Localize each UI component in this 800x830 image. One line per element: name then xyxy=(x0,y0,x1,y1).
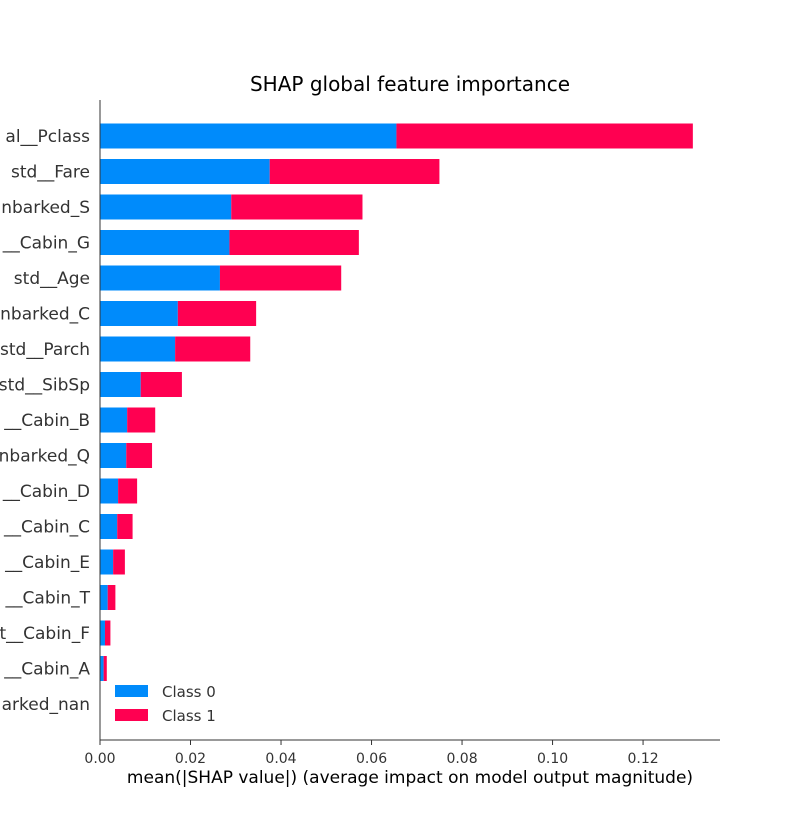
bar-class1-11 xyxy=(117,514,133,539)
legend: Class 0 Class 1 xyxy=(115,683,216,725)
x-tick-label-1: 0.02 xyxy=(175,751,206,767)
bar-class1-13 xyxy=(107,585,116,610)
legend-label-1: Class 1 xyxy=(162,707,216,725)
category-label-14: t__Cabin_F xyxy=(0,624,90,644)
category-label-15: __Cabin_A xyxy=(3,660,90,680)
bar-class1-3 xyxy=(229,230,359,255)
category-label-10: __Cabin_D xyxy=(2,482,90,502)
bar-class0-1 xyxy=(100,159,270,184)
bar-class1-6 xyxy=(175,336,251,362)
x-axis-label: mean(|SHAP value|) (average impact on mo… xyxy=(127,768,693,788)
category-label-12: __Cabin_E xyxy=(4,553,90,573)
x-ticks: 0.00 0.02 0.04 0.06 0.08 0.10 0.12 xyxy=(84,740,659,767)
bar-class0-9 xyxy=(100,443,127,468)
category-label-4: std__Age xyxy=(14,269,90,289)
category-label-1: std__Fare xyxy=(11,163,90,183)
bar-class1-9 xyxy=(126,443,153,468)
category-label-13: __Cabin_T xyxy=(5,589,91,609)
bar-class0-4 xyxy=(100,265,220,291)
legend-label-0: Class 0 xyxy=(162,683,216,701)
legend-swatch-0 xyxy=(115,685,148,697)
bar-class1-5 xyxy=(177,301,257,326)
bar-class1-12 xyxy=(113,549,125,575)
x-tick-label-6: 0.12 xyxy=(627,751,658,767)
bar-class1-4 xyxy=(219,265,342,291)
bar-class1-15 xyxy=(103,656,107,681)
category-label-9: nbarked_Q xyxy=(0,447,90,467)
x-tick-label-3: 0.06 xyxy=(356,751,387,767)
bar-class0-2 xyxy=(100,194,232,220)
legend-swatch-1 xyxy=(115,709,148,721)
bar-class1-0 xyxy=(396,123,693,149)
x-tick-label-2: 0.04 xyxy=(265,751,296,767)
bar-class1-2 xyxy=(231,194,363,220)
bar-class1-7 xyxy=(140,372,182,397)
bar-class1-14 xyxy=(104,620,111,646)
bar-class0-7 xyxy=(100,372,141,397)
bar-class0-6 xyxy=(100,336,176,362)
x-tick-label-5: 0.10 xyxy=(537,751,568,767)
bars-group xyxy=(100,123,693,681)
category-label-16: arked_nan xyxy=(2,695,90,715)
bar-class0-12 xyxy=(100,549,114,575)
bar-class0-14 xyxy=(100,620,105,646)
bar-class0-15 xyxy=(100,656,104,681)
bar-class1-8 xyxy=(127,407,156,433)
category-label-5: nbarked_C xyxy=(0,305,90,325)
bar-class0-0 xyxy=(100,123,397,149)
bar-class1-10 xyxy=(118,478,138,504)
x-tick-label-4: 0.08 xyxy=(446,751,477,767)
category-label-8: __Cabin_B xyxy=(3,411,90,431)
category-label-7: std__SibSp xyxy=(0,376,90,396)
category-label-3: __Cabin_G xyxy=(2,234,90,254)
bar-class0-8 xyxy=(100,407,128,433)
category-labels: al__Pclass std__Fare nbarked_S __Cabin_Gstd… xyxy=(0,127,91,715)
x-tick-label-0: 0.00 xyxy=(84,751,115,767)
bar-class0-11 xyxy=(100,514,118,539)
bar-class1-1 xyxy=(269,159,440,184)
category-label-6: std__Parch xyxy=(0,340,90,360)
bar-class0-10 xyxy=(100,478,119,504)
category-label-0: al__Pclass xyxy=(5,127,90,147)
bar-class0-5 xyxy=(100,301,178,326)
bar-class0-13 xyxy=(100,585,108,610)
category-label-11: __Cabin_C xyxy=(3,518,90,538)
category-label-2: nbarked_S xyxy=(1,198,90,218)
chart-title: SHAP global feature importance xyxy=(250,72,570,96)
bar-class0-3 xyxy=(100,230,230,255)
